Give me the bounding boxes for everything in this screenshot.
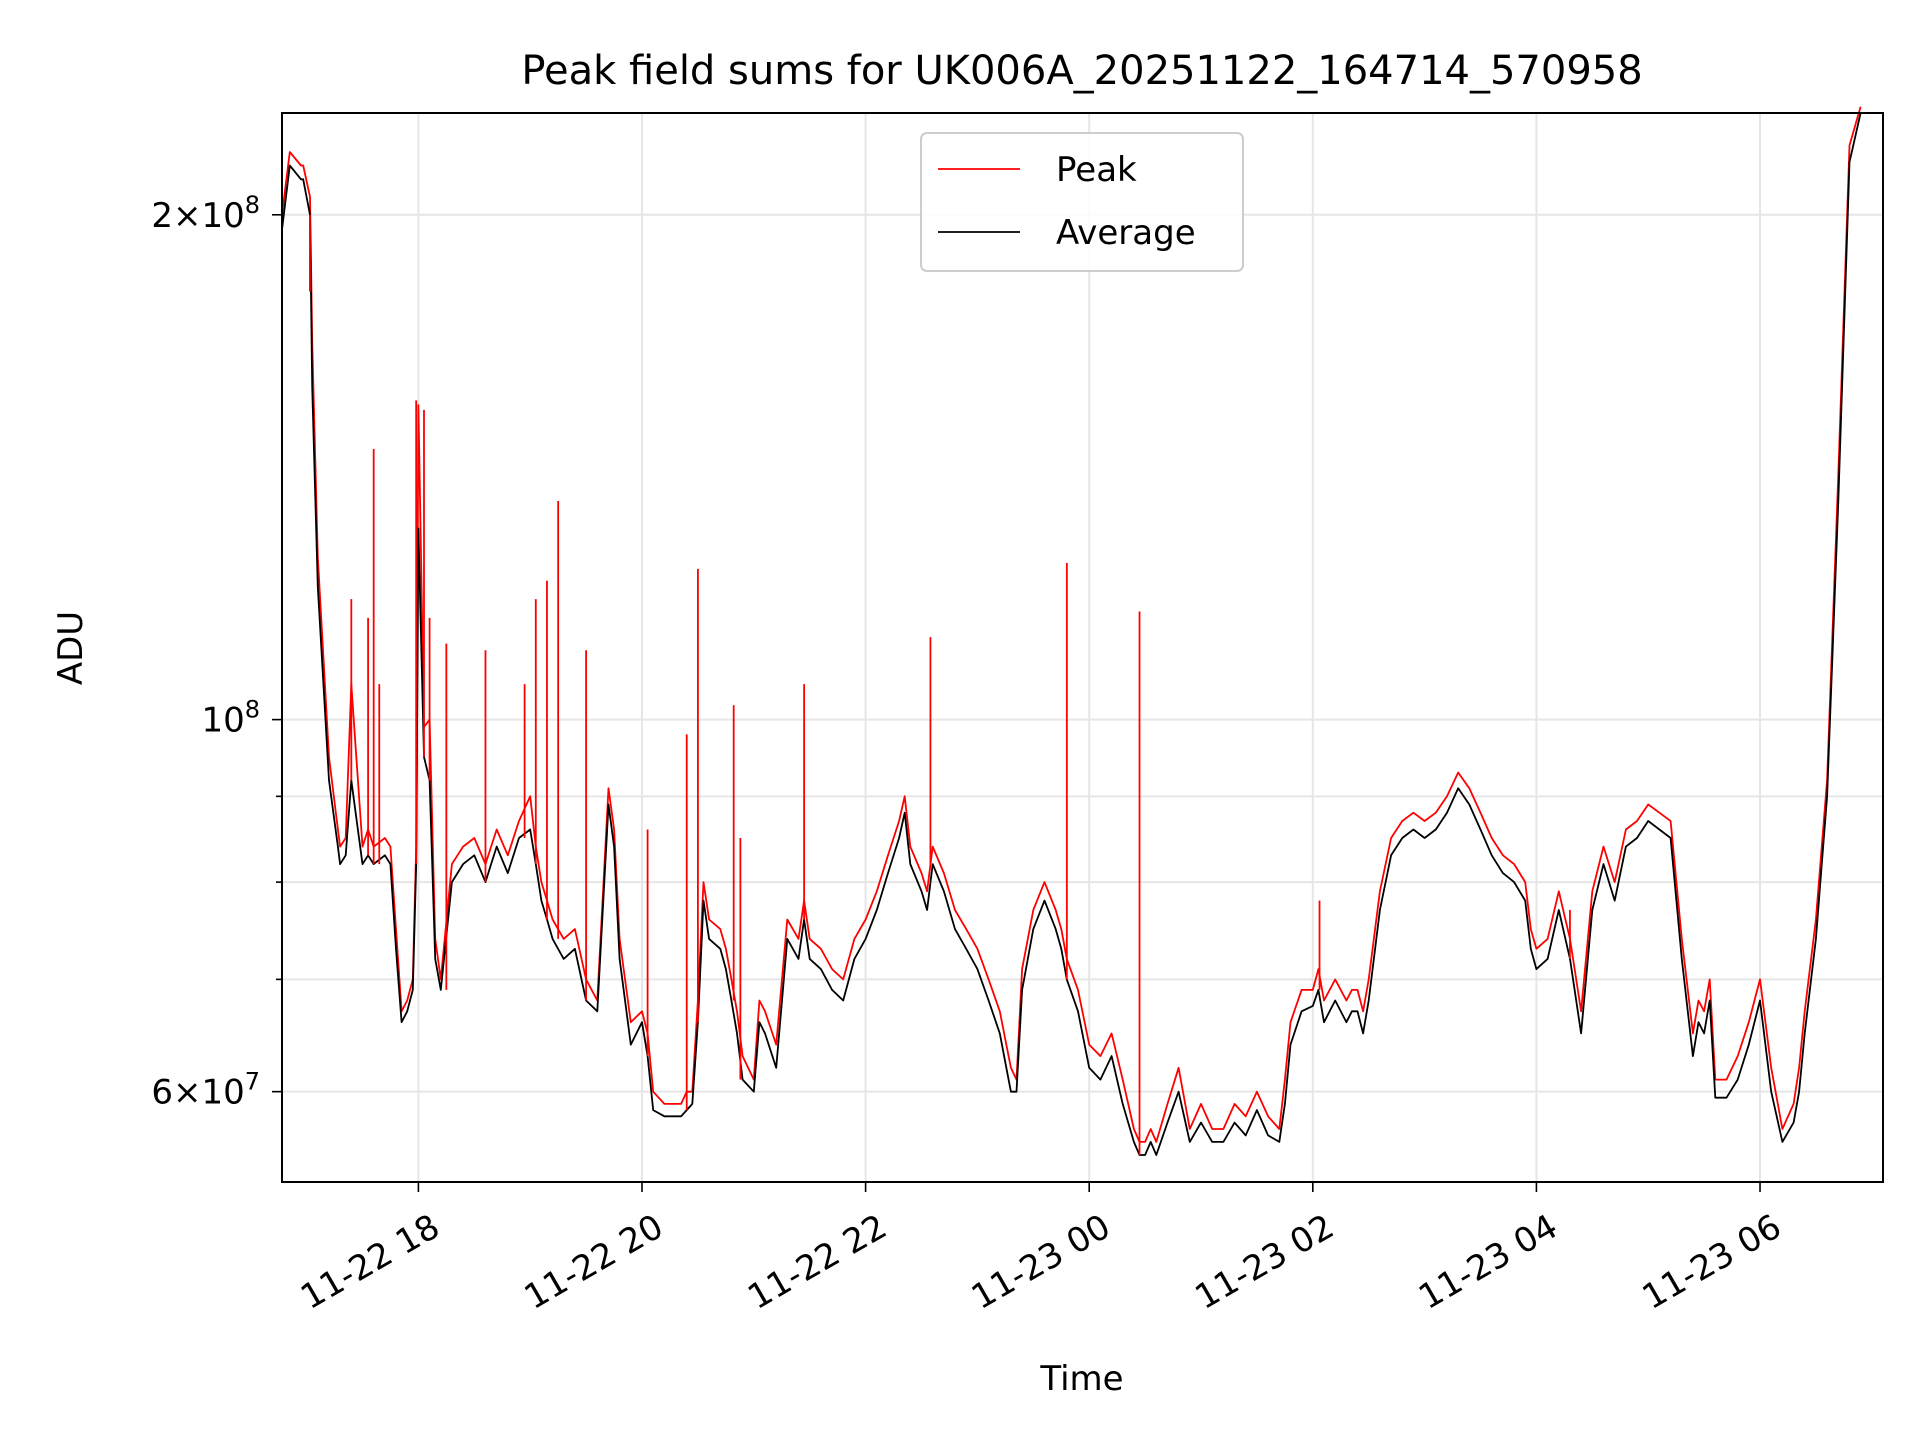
y-tick-label: 108 bbox=[201, 696, 260, 741]
y-axis-label: ADU bbox=[51, 611, 91, 685]
series-line-average bbox=[281, 112, 1862, 1156]
legend: Peak Average bbox=[920, 132, 1244, 272]
legend-peak-label: Peak bbox=[1056, 150, 1137, 190]
series-line-peak bbox=[281, 106, 1862, 1143]
x-axis-label: Time bbox=[1039, 1359, 1123, 1399]
legend-box bbox=[920, 132, 1244, 272]
series-group bbox=[281, 106, 1862, 1156]
y-tick-label: 6×107 bbox=[151, 1068, 260, 1113]
y-tick-label: 2×108 bbox=[151, 191, 260, 236]
grid-lines bbox=[282, 113, 1883, 1182]
chart-title: Peak field sums for UK006A_20251122_1647… bbox=[521, 48, 1642, 94]
plot-frame bbox=[281, 112, 1884, 1183]
legend-average-label: Average bbox=[1056, 213, 1196, 253]
